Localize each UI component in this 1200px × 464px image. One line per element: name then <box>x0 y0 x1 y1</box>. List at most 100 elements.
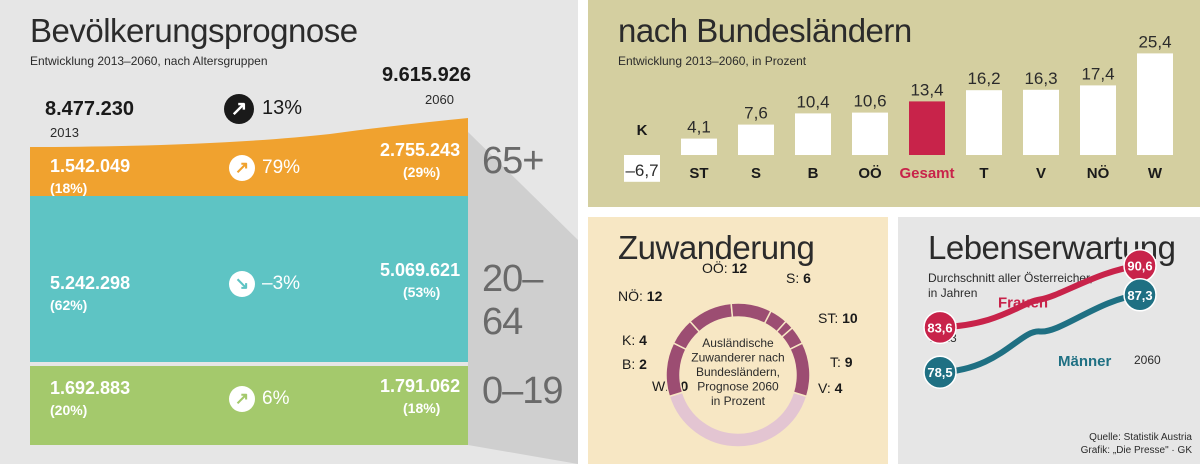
group-65plus-pct-2060: (29%) <box>403 164 441 180</box>
total-change: 13% <box>262 97 303 119</box>
year-2060: 2060 <box>425 92 454 107</box>
group-20-64-value-2060: 5.069.621 <box>380 260 461 280</box>
donut-label-st: ST: 10 <box>818 310 858 326</box>
x-label-2060: 2060 <box>1134 353 1161 367</box>
donut-center-text: in Prozent <box>711 394 766 408</box>
group-65plus-pct-2013: (18%) <box>50 180 88 196</box>
states-title: nach Bundesländern <box>618 12 912 49</box>
immigration-panel: Zuwanderung W: 40OÖ: 12S: 6ST: 10T: 9V: … <box>588 217 888 464</box>
donut-slice-st <box>688 302 734 333</box>
point-label: 90,6 <box>1127 259 1152 274</box>
bar-category-label: T <box>979 165 988 182</box>
bar-category-label: V <box>1036 165 1046 182</box>
group-20-64-down-arrow-icon: ↘ <box>229 271 255 297</box>
life-subtitle-line-1: Durchschnitt aller Österreicher, <box>928 271 1093 285</box>
bar-value-label: 25,4 <box>1138 32 1171 51</box>
group-65plus-value-2013: 1.542.049 <box>50 156 131 176</box>
total-2013: 8.477.230 <box>45 98 134 120</box>
bar-value-label: 13,4 <box>910 80 943 99</box>
series-name-maenner: Männer <box>1058 353 1112 370</box>
immigration-donut-chart: W: 40OÖ: 12S: 6ST: 10T: 9V: 4B: 2K: 4NÖ:… <box>618 259 858 448</box>
age-label-20-64: 20–64 <box>482 258 543 343</box>
point-frauen-2013 <box>923 310 957 345</box>
donut-slice-t <box>730 302 773 325</box>
bar-t <box>966 90 1002 155</box>
bar-st <box>681 138 717 155</box>
group-65plus-change: 79% <box>262 157 301 178</box>
point-label: 87,3 <box>1127 288 1152 303</box>
group-0-19-value-2013: 1.692.883 <box>50 378 131 398</box>
bar-ooe <box>852 112 888 155</box>
donut-label-s: S: 6 <box>786 270 811 286</box>
states-subtitle: Entwicklung 2013–2060, in Prozent <box>618 54 807 68</box>
group-20-64-value-2013: 5.242.298 <box>50 273 131 293</box>
group-65plus-value-2060: 2.755.243 <box>380 140 461 160</box>
bar-value-label: 17,4 <box>1081 64 1114 83</box>
donut-label-t: T: 9 <box>830 354 853 370</box>
page-subtitle: Entwicklung 2013–2060, nach Altersgruppe… <box>30 54 268 68</box>
donut-label-noe: NÖ: 12 <box>618 287 663 304</box>
donut-center-text: Bundesländern, <box>696 365 780 379</box>
bar-value-label: 10,4 <box>796 92 829 111</box>
bar-category-label: ST <box>689 165 708 182</box>
bar-value-label: 16,3 <box>1024 69 1057 88</box>
group-0-19-value-2060: 1.791.062 <box>380 376 461 396</box>
bar-category-label: OÖ <box>858 165 882 182</box>
bar-category-label: K <box>637 122 648 139</box>
total-change-arrow-icon: ↗ <box>224 94 254 124</box>
year-2013: 2013 <box>50 125 79 140</box>
point-label: 83,6 <box>927 320 952 335</box>
group-20-64-pct-2013: (62%) <box>50 297 88 313</box>
donut-slice-noe <box>788 342 811 398</box>
bar-b <box>795 113 831 155</box>
bar-value-label: 4,1 <box>687 118 711 137</box>
bar-value-label: 16,2 <box>967 69 1000 88</box>
stack-shadow <box>468 132 578 464</box>
bar-s <box>738 124 774 155</box>
donut-label-b: B: 2 <box>622 356 647 372</box>
series-name-frauen: Frauen <box>998 294 1048 311</box>
total-2060: 9.615.926 <box>382 64 471 86</box>
bar-category-label: Gesamt <box>899 165 954 182</box>
bar-category-label: NÖ <box>1087 165 1110 182</box>
population-panel: Bevölkerungsprognose Entwicklung 2013–20… <box>0 0 578 464</box>
group-65plus-up-arrow-icon: ↗ <box>229 155 255 181</box>
states-panel: nach Bundesländern Entwicklung 2013–2060… <box>588 0 1200 207</box>
life-expectancy-panel: Lebenserwartung Durchschnitt aller Öster… <box>898 217 1200 464</box>
donut-center-text: Prognose 2060 <box>697 380 779 394</box>
line-maenner <box>937 291 1143 376</box>
donut-label-ooe: OÖ: 12 <box>702 259 747 276</box>
age-label-65plus: 65+ <box>482 140 544 182</box>
donut-label-v: V: 4 <box>818 380 843 396</box>
donut-center-text: Ausländische <box>702 336 774 350</box>
group-0-19-up-arrow-icon: ↗ <box>229 386 255 412</box>
group-20-64-pct-2060: (53%) <box>403 284 441 300</box>
states-bar-chart: K –6,7 ST 4,1 S 7,6 B 10,4 OÖ 10,6 Gesamt 13,4 T 16,2… <box>624 32 1173 182</box>
group-20-64-change: –3% <box>262 273 301 294</box>
bar-category-label: B <box>808 165 819 182</box>
bar-noe <box>1080 85 1116 155</box>
point-maenner-2060 <box>1123 278 1157 312</box>
credit-note: Grafik: „Die Presse" · GK <box>1080 445 1192 456</box>
bar-category-label: S <box>751 165 761 182</box>
donut-label-k: K: 4 <box>622 332 647 348</box>
page-title: Bevölkerungsprognose <box>30 12 358 49</box>
bar-value-label: 10,6 <box>853 92 886 111</box>
line-frauen <box>937 262 1143 331</box>
bar-gesamt <box>909 101 945 155</box>
point-maenner-2013 <box>923 355 957 389</box>
donut-center-text: Zuwanderer nach <box>691 351 784 365</box>
group-0-19-pct-2013: (20%) <box>50 402 88 418</box>
source-note: Quelle: Statistik Austria <box>1089 432 1192 443</box>
group-0-19-pct-2060: (18%) <box>403 400 441 416</box>
age-label-0-19: 0–19 <box>482 370 564 412</box>
bar-w <box>1137 53 1173 155</box>
group-0-19-change: 6% <box>262 388 290 409</box>
bar-v <box>1023 89 1059 155</box>
bar-value-label: 7,6 <box>744 104 768 123</box>
bar-category-label: W <box>1148 165 1163 182</box>
point-label: 78,5 <box>927 365 952 380</box>
bar-value-label: –6,7 <box>625 161 658 180</box>
immigration-title: Zuwanderung <box>618 229 815 266</box>
